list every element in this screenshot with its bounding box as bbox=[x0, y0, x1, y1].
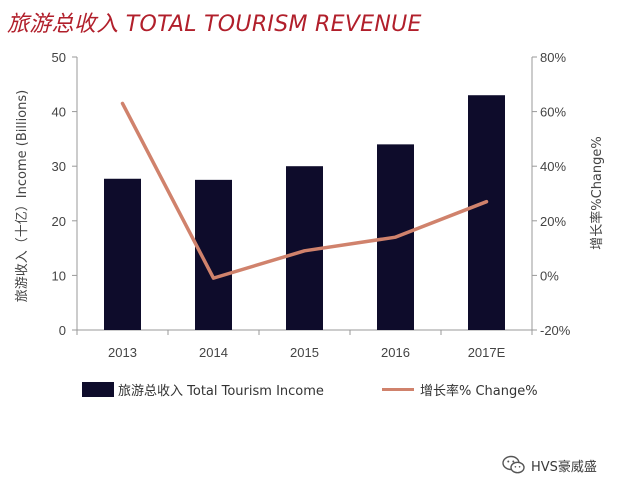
x-tick-label: 2015 bbox=[290, 345, 319, 360]
y2-axis-title: 增长率%Change% bbox=[589, 136, 605, 249]
change-line bbox=[120, 101, 489, 280]
bar-series bbox=[104, 95, 505, 330]
y-tick-label: 40 bbox=[52, 105, 66, 120]
y-tick-label: 20 bbox=[52, 214, 66, 229]
watermark-text: HVS豪威盛 bbox=[531, 459, 597, 475]
x-tick-label: 2017E bbox=[468, 345, 506, 360]
legend-label-income: 旅游总收入 Total Tourism Income bbox=[118, 384, 324, 399]
legend: 旅游总收入 Total Tourism Income 增长率% Change% bbox=[82, 380, 562, 402]
x-tick-label: 2016 bbox=[381, 345, 410, 360]
line-series bbox=[120, 101, 489, 280]
legend-label-change: 增长率% Change% bbox=[420, 384, 538, 399]
y2-tick-label: 0% bbox=[540, 268, 559, 283]
bar bbox=[468, 95, 505, 330]
x-axis: 2013 2014 2015 2016 2017E bbox=[108, 345, 506, 360]
y-tick-label: 10 bbox=[52, 268, 66, 283]
y2-tick-label: -20% bbox=[540, 323, 571, 338]
y2-tick-label: 60% bbox=[540, 105, 566, 120]
legend-item-change: 增长率% Change% bbox=[382, 380, 538, 399]
y-axis-title: 旅游收入（十亿）Income (Billions) bbox=[15, 90, 30, 302]
left-axis: 0 10 20 30 40 50 bbox=[52, 50, 77, 338]
right-axis: -20% 0% 20% 40% 60% 80% bbox=[532, 50, 571, 338]
x-tick-label: 2013 bbox=[108, 345, 137, 360]
bar bbox=[104, 178, 141, 330]
y-tick-label: 0 bbox=[59, 323, 66, 338]
legend-line-swatch bbox=[382, 388, 414, 391]
legend-item-income: 旅游总收入 Total Tourism Income bbox=[82, 380, 324, 399]
y2-tick-label: 20% bbox=[540, 214, 566, 229]
y2-tick-label: 40% bbox=[540, 159, 566, 174]
legend-bar-swatch bbox=[82, 382, 114, 397]
x-tick-label: 2014 bbox=[199, 345, 228, 360]
y-tick-label: 50 bbox=[52, 50, 66, 65]
watermark: HVS豪威盛 bbox=[502, 455, 597, 475]
wechat-icon bbox=[502, 455, 525, 474]
chart-title: 旅游总收入 TOTAL TOURISM REVENUE bbox=[7, 12, 422, 37]
y-tick-label: 30 bbox=[52, 159, 66, 174]
y2-tick-label: 80% bbox=[540, 50, 566, 65]
